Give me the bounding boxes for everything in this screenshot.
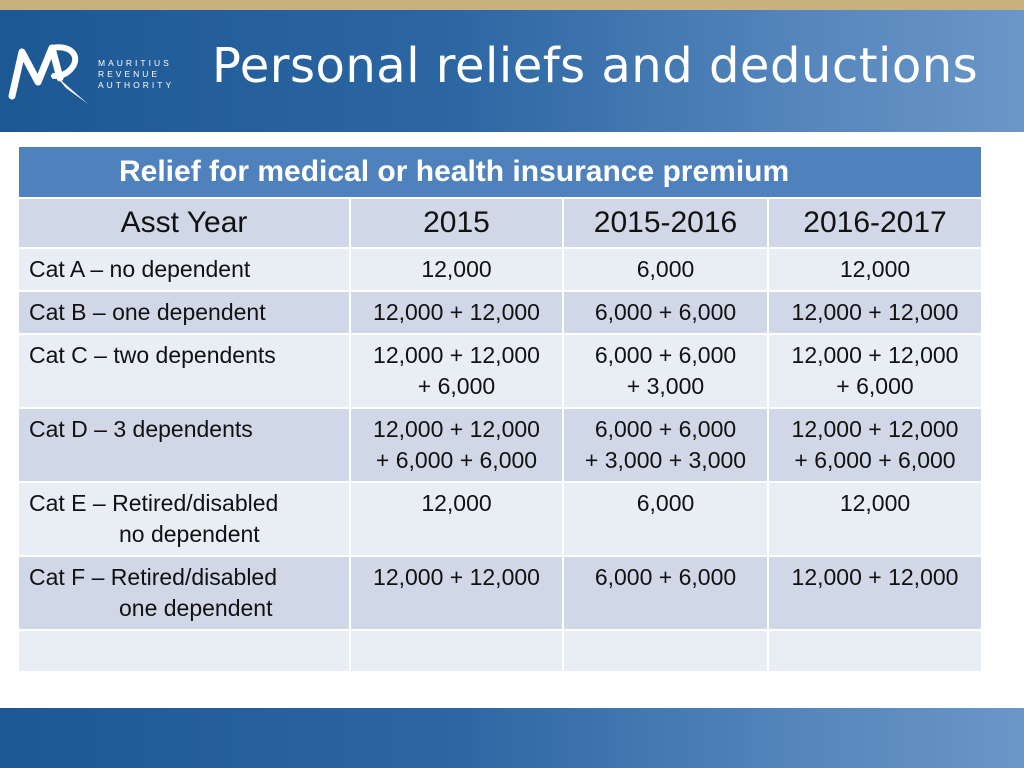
row-label-cell: Cat A – no dependent [17, 247, 351, 292]
value-line: 12,000 + 12,000 [373, 299, 540, 325]
header-band: MAURITIUS REVENUE AUTHORITY Personal rel… [0, 10, 1024, 132]
mra-logo-mark-icon [8, 44, 88, 104]
value-line: + 6,000 + 6,000 [794, 447, 956, 473]
value-cell: 6,000 + 6,000 + 3,000 [562, 333, 769, 409]
value-cell: 12,000 [767, 247, 983, 292]
row-label-line: one dependent [119, 595, 273, 621]
empty-cell [17, 629, 351, 673]
empty-cell [349, 629, 564, 673]
column-header: 2015-2016 [562, 197, 769, 249]
row-label-cell: Cat C – two dependents [17, 333, 351, 409]
value-cell: 12,000 + 12,000 [767, 555, 983, 631]
empty-cell [767, 629, 983, 673]
value-line: 6,000 + 6,000 [594, 342, 737, 368]
value-cell: 6,000 + 6,000 [562, 290, 769, 335]
value-line: 12,000 + 12,000 [373, 342, 540, 368]
value-cell: 6,000 [562, 481, 769, 557]
mra-logo-text: MAURITIUS REVENUE AUTHORITY [98, 58, 174, 91]
table-row: Cat F – Retired/disabled one dependent 12,… [17, 555, 983, 631]
row-label-cell: Cat F – Retired/disabled one dependent [17, 555, 351, 631]
value-line: 12,000 + 12,000 [791, 299, 959, 325]
value-line: 12,000 + 12,000 [791, 416, 959, 442]
value-line: 6,000 + 6,000 [594, 416, 737, 442]
column-header: Asst Year [17, 197, 351, 249]
slide-title: Personal reliefs and deductions [212, 38, 979, 94]
value-line: 12,000 [839, 490, 911, 516]
value-line: + 6,000 + 6,000 [375, 447, 538, 473]
row-label-line: Cat B – one dependent [29, 299, 266, 325]
value-cell: 12,000 + 12,000 [349, 290, 564, 335]
value-line: 12,000 + 12,000 [791, 342, 959, 368]
value-line: 6,000 [636, 490, 695, 516]
row-label-line: Cat D – 3 dependents [29, 416, 253, 442]
value-line: + 3,000 [626, 373, 705, 399]
table-row: Cat A – no dependent 12,000 6,000 12,000 [17, 247, 983, 292]
empty-cell [562, 629, 769, 673]
table-row: Cat D – 3 dependents 12,000 + 12,000 + 6,0… [17, 407, 983, 483]
value-line: 6,000 + 6,000 [594, 564, 737, 590]
value-line: 12,000 + 12,000 [373, 564, 540, 590]
row-label-line: Cat F – Retired/disabled [29, 564, 278, 590]
value-cell: 12,000 + 12,000 [767, 290, 983, 335]
value-line: + 3,000 + 3,000 [584, 447, 747, 473]
value-cell: 12,000 [349, 247, 564, 292]
value-line: 6,000 + 6,000 [594, 299, 737, 325]
row-label-cell: Cat E – Retired/disabled no dependent [17, 481, 351, 557]
footer-band [0, 708, 1024, 768]
relief-table-container: Relief for medical or health insurance p… [17, 145, 983, 673]
value-cell: 12,000 [767, 481, 983, 557]
value-cell: 6,000 + 6,000 [562, 555, 769, 631]
value-line: 12,000 [421, 256, 492, 282]
column-header: 2016-2017 [767, 197, 983, 249]
value-cell: 12,000 + 12,000 + 6,000 + 6,000 [767, 407, 983, 483]
logo-line-1: MAURITIUS [98, 58, 172, 68]
row-label-line: Cat E – Retired/disabled [29, 490, 279, 516]
row-label-cell: Cat B – one dependent [17, 290, 351, 335]
row-label-cell: Cat D – 3 dependents [17, 407, 351, 483]
value-line: 12,000 + 12,000 [373, 416, 540, 442]
value-line: 12,000 + 12,000 [791, 564, 959, 590]
table-row-empty [17, 629, 983, 673]
relief-table: Relief for medical or health insurance p… [17, 145, 983, 673]
value-line: + 6,000 [417, 373, 496, 399]
value-cell: 6,000 [562, 247, 769, 292]
value-line: 12,000 [839, 256, 911, 282]
value-line: 12,000 [421, 490, 492, 516]
top-accent-line [0, 0, 1024, 10]
table-row: Cat E – Retired/disabled no dependent 12,0… [17, 481, 983, 557]
table-caption: Relief for medical or health insurance p… [17, 145, 983, 199]
value-cell: 6,000 + 6,000 + 3,000 + 3,000 [562, 407, 769, 483]
row-label-line: no dependent [119, 521, 260, 547]
value-cell: 12,000 + 12,000 + 6,000 + 6,000 [349, 407, 564, 483]
table-row: Cat C – two dependents 12,000 + 12,000 + 6… [17, 333, 983, 409]
value-cell: 12,000 + 12,000 + 6,000 [767, 333, 983, 409]
row-label-line: Cat C – two dependents [29, 342, 276, 368]
table-header-row: Asst Year 2015 2015-2016 2016-2017 [17, 197, 983, 249]
mra-logo: MAURITIUS REVENUE AUTHORITY [8, 38, 171, 118]
logo-line-2: REVENUE [98, 69, 161, 79]
row-label-line: Cat A – no dependent [29, 256, 251, 282]
value-line: 6,000 [636, 256, 695, 282]
value-cell: 12,000 + 12,000 [349, 555, 564, 631]
value-line: + 6,000 [836, 373, 914, 399]
value-cell: 12,000 [349, 481, 564, 557]
column-header: 2015 [349, 197, 564, 249]
value-cell: 12,000 + 12,000 + 6,000 [349, 333, 564, 409]
logo-line-3: AUTHORITY [98, 80, 175, 90]
table-row: Cat B – one dependent 12,000 + 12,000 6,00… [17, 290, 983, 335]
